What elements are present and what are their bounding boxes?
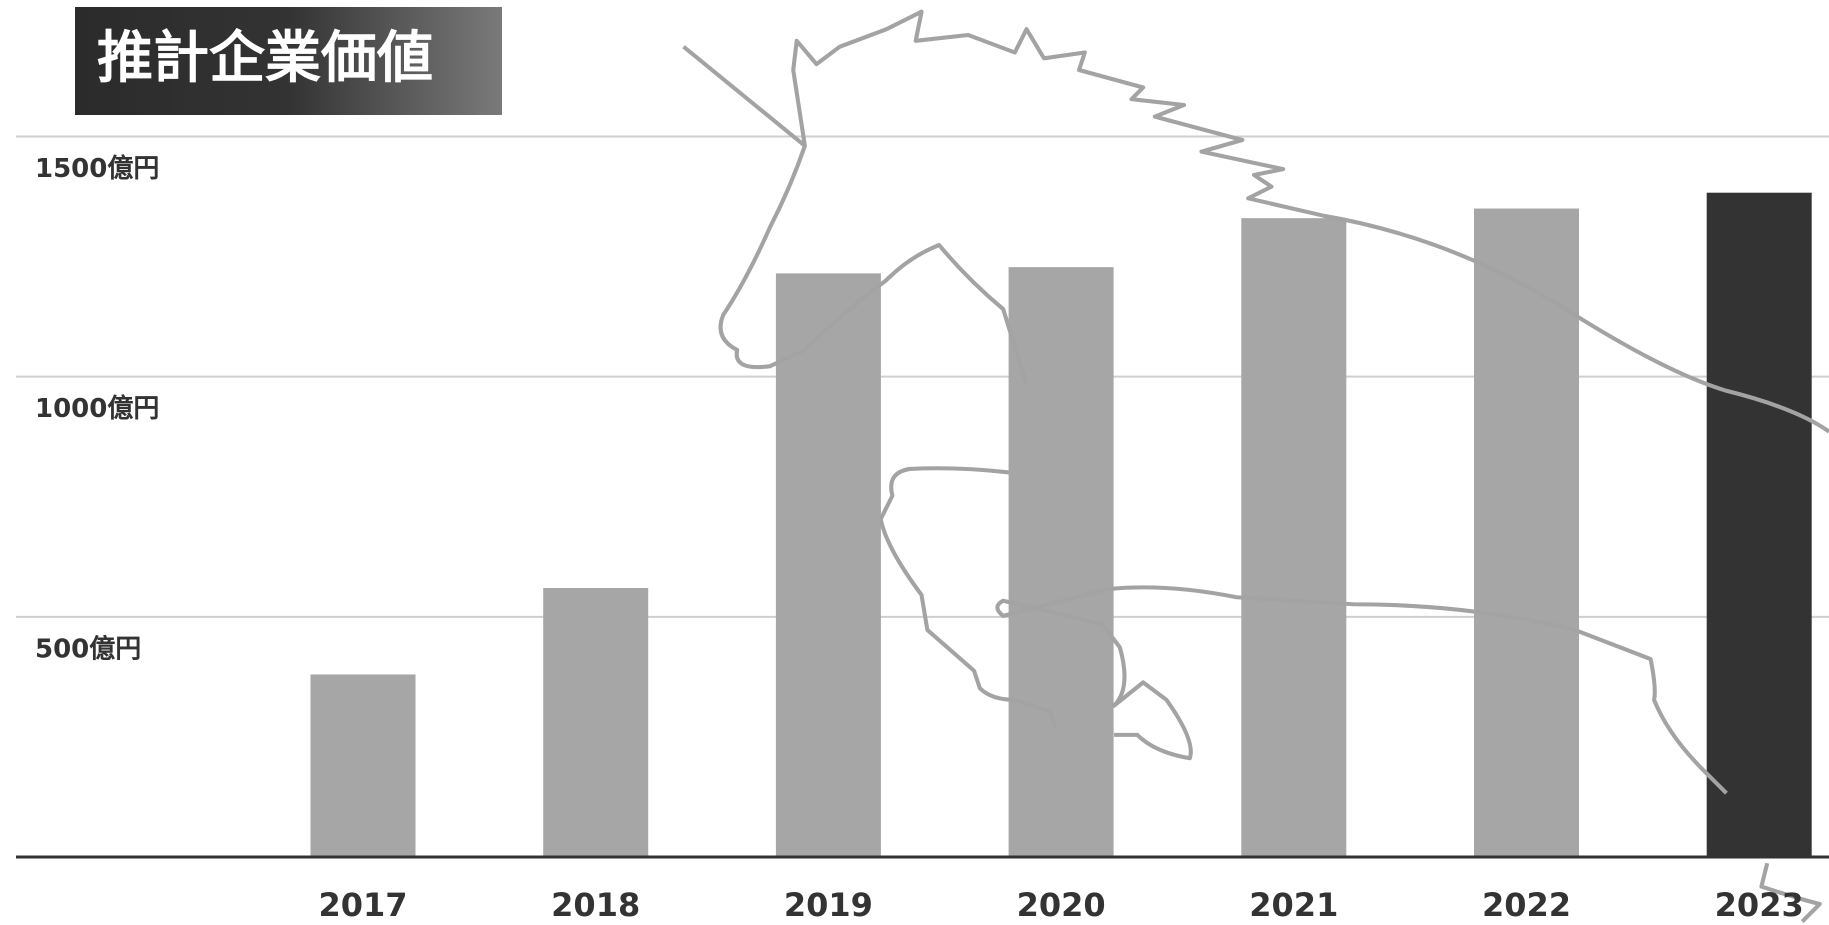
bar (1008, 267, 1114, 858)
title-box (75, 7, 502, 115)
bar (775, 273, 881, 857)
bar (1241, 218, 1347, 857)
bar (1706, 192, 1812, 858)
x-tick-label: 2017 (318, 886, 407, 924)
unicorn-outline (682, 9, 1829, 923)
x-tick-label: 2018 (551, 886, 640, 924)
x-tick-label: 2021 (1249, 886, 1338, 924)
x-tick-label: 2022 (1482, 886, 1571, 924)
bar (310, 674, 416, 857)
y-tick-label: 1000億円 (35, 394, 159, 424)
bars (310, 192, 1812, 858)
y-tick-label: 500億円 (35, 634, 141, 664)
chart-title: 推計企業価値 (97, 26, 433, 91)
x-tick-label: 2019 (784, 886, 873, 924)
y-tick-label: 1500億円 (35, 154, 159, 184)
bar (543, 588, 649, 857)
x-tick-label: 2023 (1715, 886, 1804, 924)
x-tick-label: 2020 (1017, 886, 1106, 924)
bar (1474, 208, 1579, 858)
